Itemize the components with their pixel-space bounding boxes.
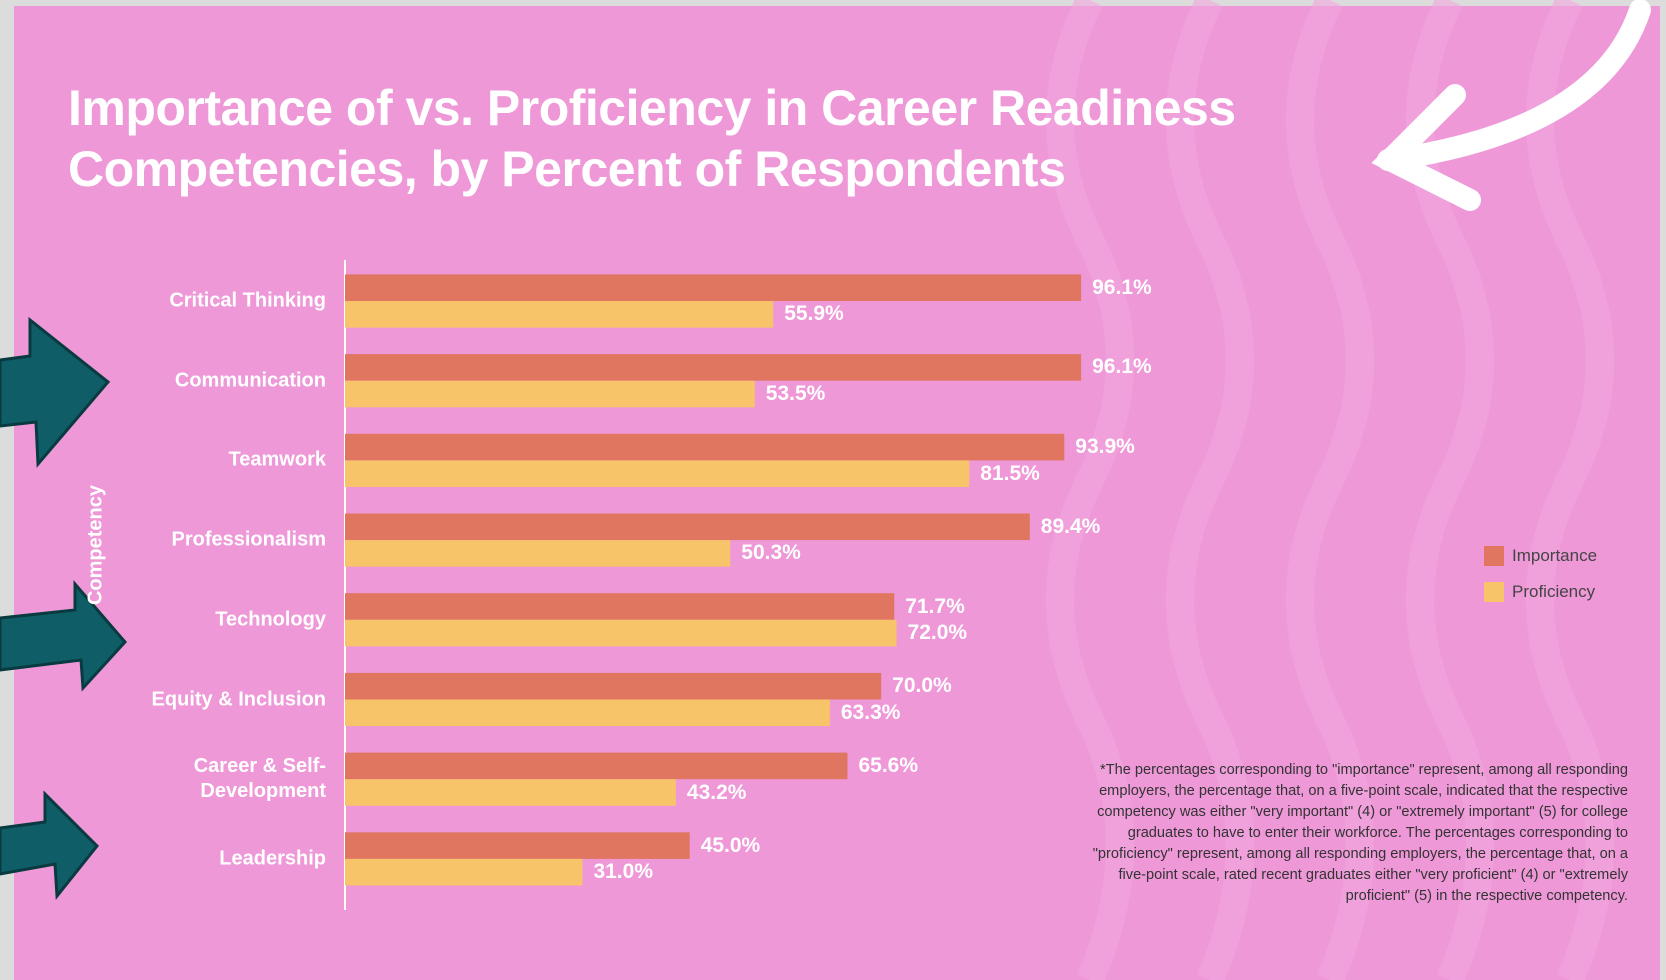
bar bbox=[345, 354, 1082, 381]
value-label: 89.4% bbox=[1040, 514, 1101, 538]
bar bbox=[345, 540, 731, 567]
bar bbox=[345, 513, 1030, 541]
bar bbox=[345, 593, 895, 620]
value-label: 43.2% bbox=[686, 780, 747, 804]
bar bbox=[345, 752, 848, 780]
legend-swatch bbox=[1484, 582, 1504, 602]
bar bbox=[345, 779, 676, 806]
value-label: 31.0% bbox=[593, 860, 653, 884]
legend-item: Proficiency bbox=[1484, 582, 1595, 602]
value-label: 96.1% bbox=[1092, 355, 1152, 379]
value-label: 55.9% bbox=[784, 302, 844, 326]
value-label: 93.9% bbox=[1075, 435, 1135, 459]
value-label: 53.5% bbox=[765, 382, 826, 405]
bar bbox=[345, 699, 830, 727]
bar bbox=[345, 380, 755, 408]
curved-arrow bbox=[1371, 0, 1651, 211]
category-label: Equity & Inclusion bbox=[151, 688, 326, 710]
value-label: 70.0% bbox=[892, 674, 952, 698]
bar bbox=[345, 274, 1082, 301]
category-label: Leadership bbox=[219, 847, 326, 870]
bar bbox=[345, 460, 970, 487]
footnote: *The percentages corresponding to "impor… bbox=[1092, 762, 1628, 904]
side-arrows bbox=[0, 316, 128, 900]
category-label: Critical Thinking bbox=[169, 289, 326, 312]
value-label: 63.3% bbox=[840, 700, 901, 724]
value-label: 65.6% bbox=[858, 753, 919, 777]
bar bbox=[345, 433, 1065, 461]
legend-swatch bbox=[1484, 546, 1504, 566]
bar bbox=[345, 301, 774, 328]
value-label: 72.0% bbox=[907, 621, 968, 645]
bar bbox=[345, 619, 897, 647]
bar bbox=[345, 672, 882, 700]
chart-title: Importance of vs. Proficiency in Career … bbox=[68, 80, 1236, 197]
category-label: Technology bbox=[215, 608, 326, 631]
value-label: 96.1% bbox=[1092, 275, 1152, 299]
bar bbox=[345, 832, 690, 859]
legend-label: Proficiency bbox=[1512, 582, 1596, 601]
bar bbox=[345, 858, 583, 886]
category-label: Teamwork bbox=[228, 448, 326, 471]
category-label: Communication bbox=[174, 369, 326, 392]
value-label: 81.5% bbox=[980, 461, 1040, 485]
category-label: Career & Self-Development bbox=[193, 755, 326, 803]
category-label: Professionalism bbox=[171, 528, 326, 551]
legend-item: Importance bbox=[1484, 546, 1597, 566]
value-label: 71.7% bbox=[905, 594, 965, 618]
value-label: 50.3% bbox=[741, 541, 801, 565]
legend-label: Importance bbox=[1512, 546, 1598, 565]
value-label: 45.0% bbox=[700, 833, 761, 857]
